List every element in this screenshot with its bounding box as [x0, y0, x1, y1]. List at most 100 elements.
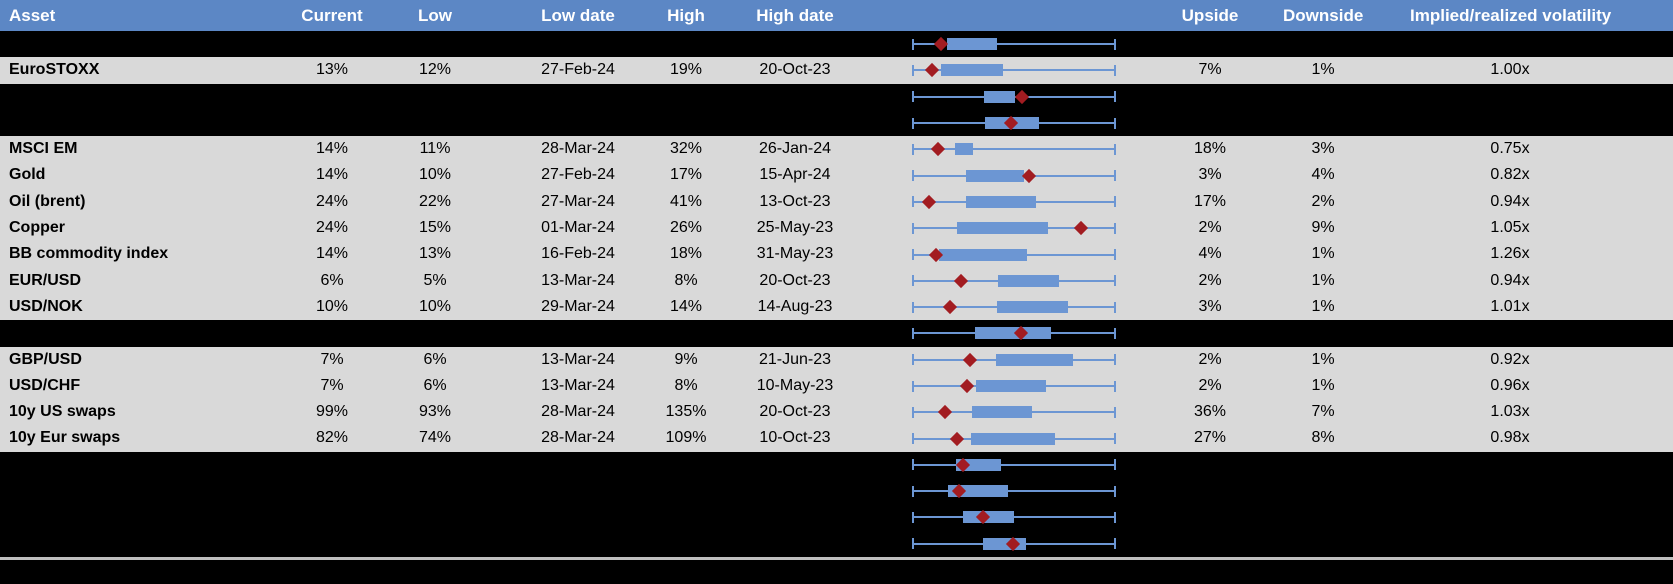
upside-cell — [1170, 320, 1250, 346]
boxplot-cell — [855, 268, 1170, 294]
low-date-cell: 27-Feb-24 — [541, 166, 615, 184]
boxplot — [912, 425, 1116, 451]
downside-cell — [1283, 84, 1363, 110]
boxplot-cell — [855, 452, 1170, 478]
implied-realized-cell: 1.01x — [1490, 297, 1530, 315]
implied-realized-cell — [1410, 504, 1610, 530]
whisker-cap-left — [912, 196, 914, 208]
downside-cell: 1% — [1311, 271, 1335, 289]
table-row — [0, 320, 1673, 347]
upside-cell: 36% — [1193, 403, 1227, 421]
boxplot-cell — [855, 57, 1170, 83]
current-cell: 14% — [315, 166, 349, 184]
high-cell: 14% — [669, 297, 703, 315]
implied-realized-cell: 0.94x — [1490, 271, 1530, 289]
asset-cell: EuroSTOXX — [9, 61, 100, 79]
table-row: 10y Eur swaps 82% 74% 28-Mar-24 109% 10-… — [0, 425, 1673, 452]
whisker-cap-right — [1114, 380, 1116, 392]
high-cell: 8% — [674, 271, 698, 289]
table-body: EuroSTOXX 13% 12% 27-Feb-24 19% 20-Oct-2… — [0, 31, 1673, 557]
low-date-cell: 13-Mar-24 — [541, 271, 615, 289]
high-cell — [646, 504, 726, 530]
whisker-line — [912, 463, 1116, 466]
low-date-cell: 13-Mar-24 — [541, 376, 615, 394]
table-row: 10y US swaps 99% 93% 28-Mar-24 135% 20-O… — [0, 399, 1673, 426]
implied-realized-cell — [1410, 320, 1610, 346]
column-header-boxplot — [855, 0, 1170, 31]
current-cell — [290, 320, 374, 346]
low-date-cell — [518, 84, 638, 110]
table-row: EUR/USD 6% 5% 13-Mar-24 8% 20-Oct-23 2% — [0, 267, 1673, 294]
boxplot-cell — [855, 320, 1170, 346]
boxplot — [912, 84, 1116, 110]
low-date-cell — [518, 478, 638, 504]
whisker-cap-left — [912, 38, 914, 50]
low-cell — [393, 84, 477, 110]
implied-realized-cell — [1410, 110, 1610, 136]
bottom-divider-line — [0, 556, 1673, 560]
whisker-cap-left — [912, 170, 914, 182]
current-marker-diamond-icon — [924, 63, 940, 78]
low-cell: 15% — [418, 219, 452, 237]
asset-cell: USD/CHF — [9, 376, 81, 394]
table-row: USD/CHF 7% 6% 13-Mar-24 8% 10-May-23 2% — [0, 372, 1673, 400]
upside-cell — [1170, 504, 1250, 530]
current-marker-diamond-icon — [1022, 168, 1037, 183]
upside-cell — [1170, 531, 1250, 557]
asset-cell — [0, 84, 290, 110]
asset-cell: 10y Eur swaps — [9, 429, 121, 447]
whisker-cap-left — [912, 143, 914, 155]
current-cell: 24% — [315, 192, 349, 210]
boxplot-cell — [855, 373, 1170, 399]
whisker-cap-right — [1114, 249, 1116, 261]
current-cell: 13% — [315, 61, 349, 79]
interquartile-box — [976, 380, 1047, 392]
whisker-cap-right — [1114, 275, 1116, 287]
current-cell: 99% — [315, 403, 349, 421]
table-row: Copper 24% 15% 01-Mar-24 26% 25-May-23 2… — [0, 215, 1673, 242]
downside-cell — [1283, 110, 1363, 136]
low-date-cell — [518, 320, 638, 346]
interquartile-box — [938, 248, 1028, 261]
low-cell — [393, 31, 477, 57]
column-header-upside: Upside — [1181, 6, 1239, 25]
upside-cell — [1170, 84, 1250, 110]
boxplot — [912, 399, 1116, 425]
high-date-cell: 25-May-23 — [756, 219, 834, 237]
high-cell: 19% — [669, 61, 703, 79]
low-date-cell: 16-Feb-24 — [541, 245, 615, 263]
low-cell: 12% — [418, 61, 452, 79]
downside-cell: 1% — [1311, 376, 1335, 394]
table-row — [0, 109, 1673, 137]
low-cell — [393, 110, 477, 136]
current-marker-diamond-icon — [1014, 89, 1030, 104]
boxplot — [912, 452, 1116, 478]
boxplot-cell — [855, 84, 1170, 110]
implied-realized-cell: 0.96x — [1490, 376, 1530, 394]
interquartile-box — [998, 274, 1060, 287]
table-row — [0, 504, 1673, 531]
high-cell — [646, 110, 726, 136]
low-date-cell: 13-Mar-24 — [541, 350, 615, 368]
whisker-line — [912, 43, 1116, 46]
upside-cell: 2% — [1198, 271, 1222, 289]
implied-realized-cell — [1410, 84, 1610, 110]
downside-cell — [1283, 504, 1363, 530]
whisker-cap-left — [912, 538, 914, 550]
boxplot — [912, 57, 1116, 83]
boxplot-cell — [855, 110, 1170, 136]
boxplot-cell — [855, 294, 1170, 320]
upside-cell: 2% — [1198, 219, 1222, 237]
low-cell: 11% — [419, 140, 451, 158]
upside-cell: 7% — [1198, 61, 1222, 79]
column-header-high: High — [667, 6, 705, 25]
table-row: EuroSTOXX 13% 12% 27-Feb-24 19% 20-Oct-2… — [0, 57, 1673, 84]
high-cell: 41% — [669, 192, 703, 210]
low-cell: 22% — [418, 192, 452, 210]
boxplot-cell — [855, 31, 1170, 57]
boxplot — [912, 189, 1116, 215]
current-marker-diamond-icon — [1073, 221, 1088, 236]
high-date-cell: 21-Jun-23 — [758, 350, 832, 368]
current-cell: 24% — [315, 219, 349, 237]
column-header-low: Low — [418, 6, 452, 25]
